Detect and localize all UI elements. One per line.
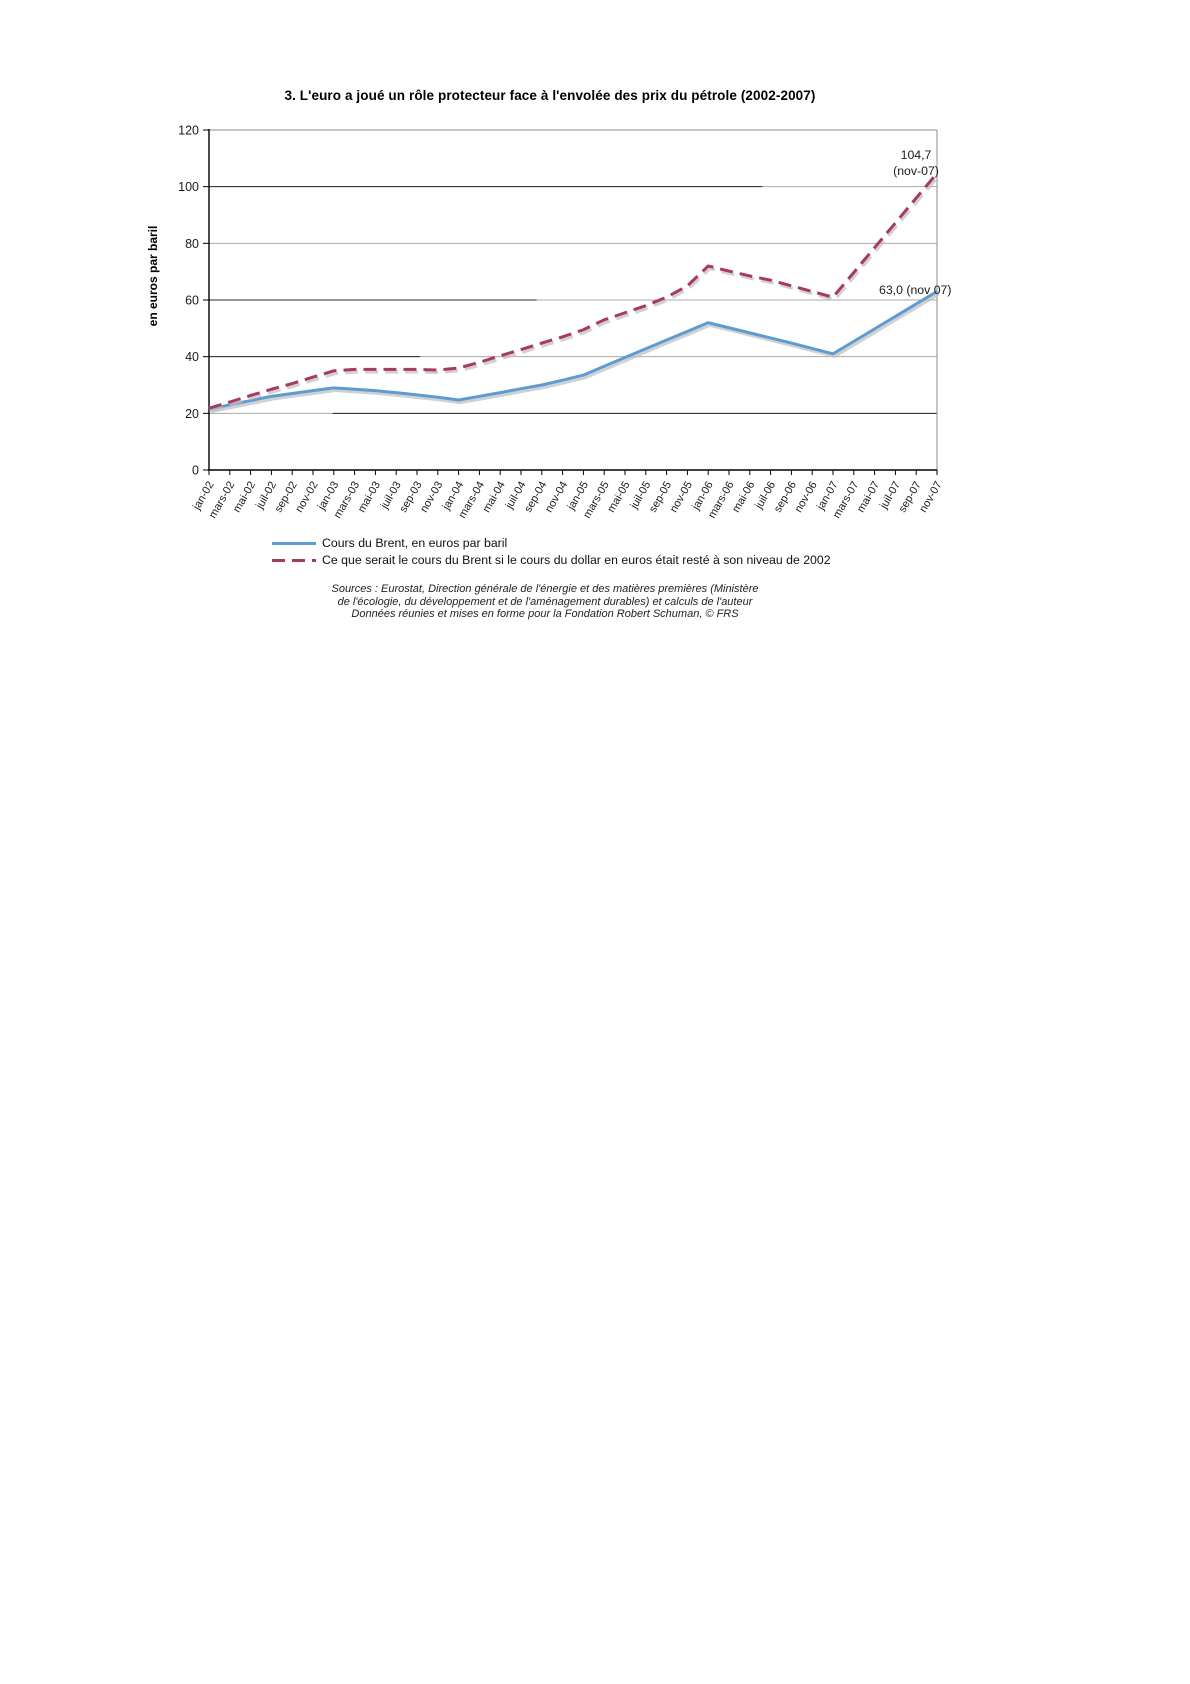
y-tick-label: 0 <box>192 464 199 478</box>
legend-swatch-hypothetical <box>272 558 316 562</box>
chart-title: 3. L'euro a joué un rôle protecteur face… <box>284 88 816 103</box>
sources-line-1: Sources : Eurostat, Direction générale d… <box>331 583 759 595</box>
y-tick-label: 20 <box>185 407 199 421</box>
legend-swatch-brent <box>272 541 316 545</box>
sources-line-3: Données réunies et mises en forme pour l… <box>351 608 739 620</box>
annotation-hypothetical-endpoint: 104,7 (nov-07) <box>884 147 948 179</box>
series-shadow-0 <box>210 292 940 414</box>
legend-item-brent: Cours du Brent, en euros par baril <box>272 535 831 551</box>
y-tick-label: 100 <box>178 180 199 194</box>
y-tick-label: 120 <box>178 124 199 138</box>
sources-line-2: de l'écologie, du développement et de l'… <box>337 595 753 608</box>
legend-label-brent: Cours du Brent, en euros par baril <box>322 536 508 550</box>
legend-item-hypothetical: Ce que serait le cours du Brent si le co… <box>272 552 831 568</box>
series-line-hypothetical <box>208 172 939 410</box>
y-tick-label: 80 <box>185 237 199 251</box>
y-tick-label: 40 <box>185 350 199 364</box>
y-tick-label: 60 <box>185 294 199 308</box>
annotation-brent-endpoint: 63,0 (nov 07) <box>879 283 952 297</box>
annotation-value: 104,7 <box>900 148 932 162</box>
series-shadow-1 <box>210 174 940 413</box>
chart-svg: 020406080100120jan-02mars-02mai-02juil-0… <box>178 124 944 521</box>
series-line-brent <box>208 290 938 411</box>
chart-legend: Cours du Brent, en euros par baril Ce qu… <box>272 535 831 569</box>
legend-label-hypothetical: Ce que serait le cours du Brent si le co… <box>322 553 831 567</box>
sources-note: Sources : Eurostat, Direction générale d… <box>195 583 895 621</box>
annotation-date: (nov-07) <box>893 164 939 178</box>
